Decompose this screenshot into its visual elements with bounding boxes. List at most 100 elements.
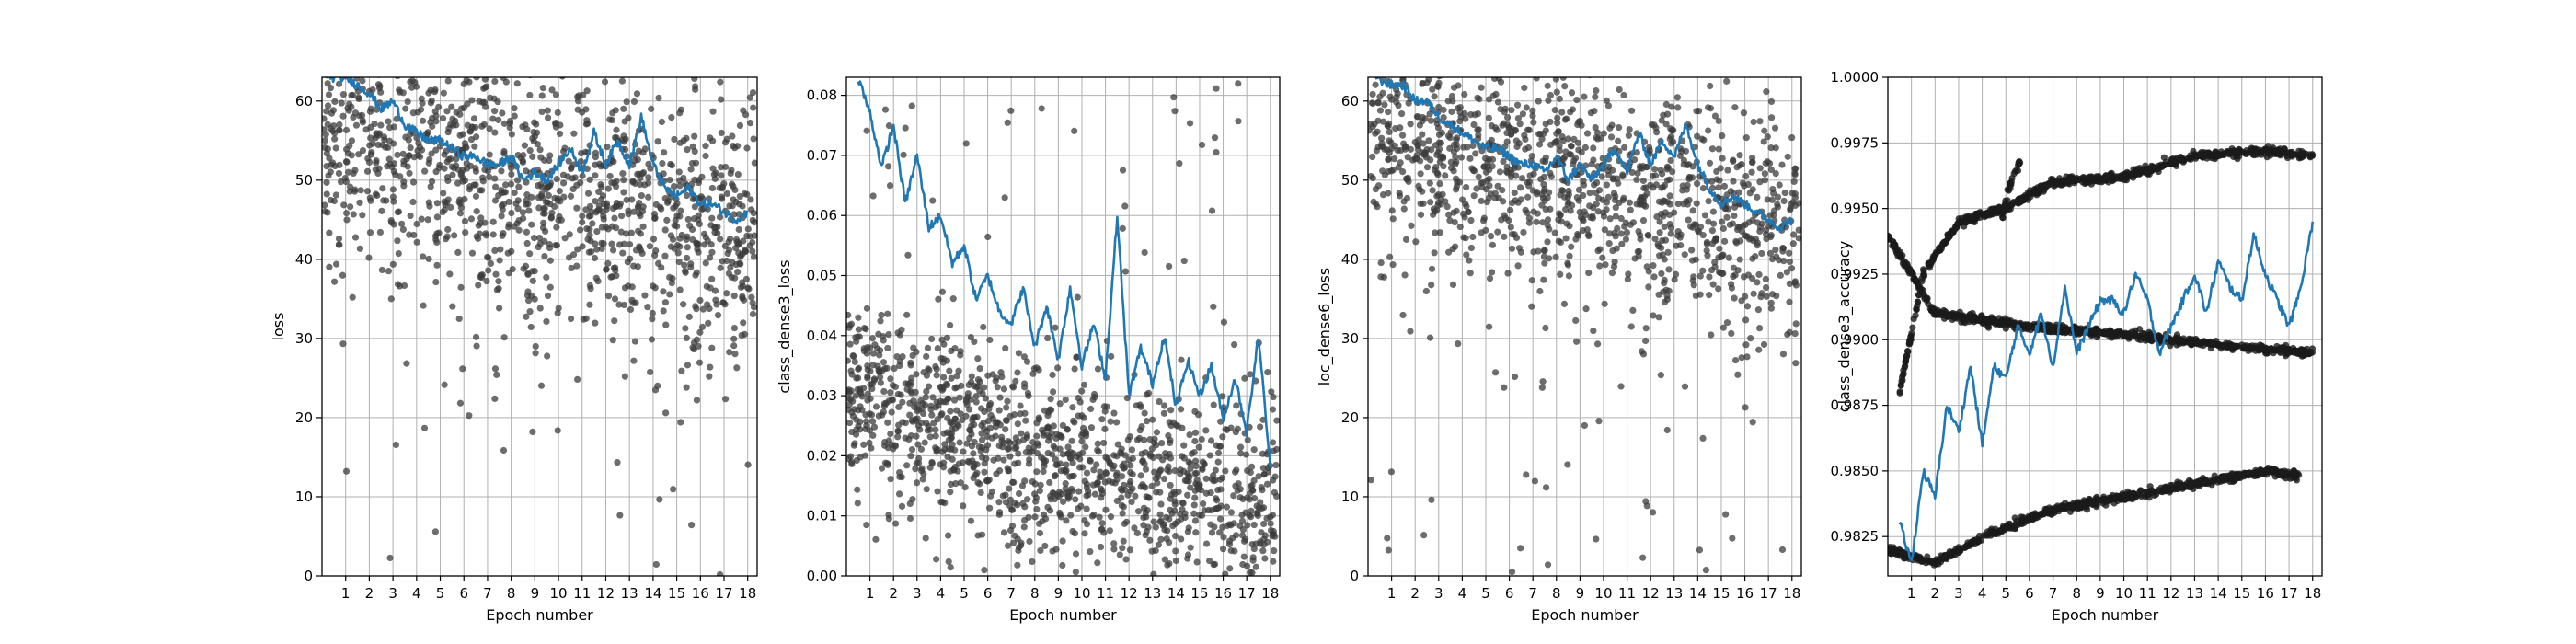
data-point bbox=[630, 98, 638, 106]
data-point bbox=[511, 189, 518, 197]
data-point bbox=[1719, 155, 1726, 162]
data-point bbox=[1617, 214, 1625, 223]
data-point bbox=[990, 456, 997, 464]
data-point bbox=[1654, 240, 1662, 247]
data-point bbox=[1374, 128, 1381, 135]
x-tick-label: 17 bbox=[1238, 585, 1256, 602]
data-point bbox=[1522, 145, 1529, 153]
data-point bbox=[671, 135, 678, 144]
data-point bbox=[967, 517, 975, 524]
data-point bbox=[1444, 98, 1452, 105]
data-point bbox=[962, 140, 970, 147]
data-point bbox=[1176, 159, 1183, 167]
data-point bbox=[1689, 207, 1696, 214]
x-tick-label: 8 bbox=[1030, 585, 1040, 602]
data-point bbox=[928, 335, 936, 343]
data-point bbox=[1761, 177, 1769, 184]
data-point bbox=[661, 149, 668, 156]
data-point bbox=[1933, 308, 1940, 316]
data-point bbox=[1247, 371, 1254, 378]
data-point bbox=[1791, 190, 1799, 198]
data-point bbox=[881, 365, 889, 373]
data-point bbox=[537, 382, 546, 389]
data-point bbox=[683, 254, 691, 262]
data-point bbox=[386, 124, 394, 132]
data-point bbox=[919, 399, 926, 408]
data-point bbox=[323, 190, 330, 198]
data-point bbox=[978, 436, 986, 443]
data-point bbox=[1373, 147, 1380, 155]
data-point bbox=[1242, 451, 1250, 458]
y-tick-label: 0.00 bbox=[807, 568, 837, 584]
data-point bbox=[541, 252, 548, 260]
data-point bbox=[949, 295, 957, 303]
data-point bbox=[1116, 551, 1123, 558]
data-point bbox=[1960, 316, 1967, 324]
data-point bbox=[1762, 284, 1770, 292]
data-point bbox=[583, 117, 591, 124]
data-point bbox=[565, 157, 572, 165]
data-point bbox=[1475, 135, 1482, 143]
data-point bbox=[322, 201, 328, 209]
data-point bbox=[1639, 554, 1647, 561]
data-point bbox=[345, 168, 352, 176]
data-point bbox=[1448, 108, 1455, 115]
data-point bbox=[611, 295, 619, 303]
data-point bbox=[1136, 427, 1144, 434]
data-point bbox=[1049, 489, 1057, 497]
data-point bbox=[2132, 331, 2139, 339]
data-point bbox=[1105, 457, 1113, 466]
data-point bbox=[1538, 384, 1546, 391]
data-point bbox=[1187, 484, 1194, 491]
x-tick-label: 7 bbox=[1528, 585, 1537, 602]
data-point bbox=[554, 427, 561, 434]
data-point bbox=[1614, 224, 1621, 232]
data-point bbox=[359, 77, 366, 85]
data-point bbox=[1590, 181, 1598, 189]
data-point bbox=[327, 168, 334, 176]
data-point bbox=[1570, 135, 1578, 144]
data-point bbox=[861, 452, 869, 459]
data-point bbox=[1740, 109, 1747, 117]
data-point bbox=[584, 190, 592, 197]
data-point bbox=[598, 183, 605, 190]
data-point bbox=[1738, 354, 1745, 362]
data-point bbox=[1556, 95, 1563, 102]
data-point bbox=[1068, 473, 1075, 480]
x-tick-label: 5 bbox=[436, 585, 445, 602]
data-point bbox=[1554, 120, 1561, 127]
data-point bbox=[1696, 272, 1704, 280]
data-point bbox=[1413, 113, 1421, 121]
data-point bbox=[941, 500, 949, 507]
data-point bbox=[367, 134, 374, 142]
data-point bbox=[1113, 453, 1121, 460]
data-point bbox=[1108, 352, 1115, 360]
data-point bbox=[1376, 93, 1384, 100]
data-point bbox=[675, 168, 683, 176]
data-point bbox=[1142, 466, 1150, 473]
data-point bbox=[1795, 226, 1801, 234]
data-point bbox=[452, 162, 460, 169]
data-point bbox=[1445, 211, 1453, 218]
data-point bbox=[866, 439, 873, 447]
data-point bbox=[1474, 126, 1481, 133]
data-point bbox=[491, 365, 500, 373]
data-point bbox=[432, 118, 440, 125]
data-point bbox=[343, 210, 351, 217]
data-point bbox=[1676, 152, 1684, 159]
data-point bbox=[1167, 481, 1174, 489]
data-point bbox=[1190, 448, 1198, 456]
data-point bbox=[667, 232, 674, 239]
data-point bbox=[1071, 419, 1078, 426]
data-point bbox=[730, 143, 737, 150]
data-point bbox=[538, 184, 546, 191]
data-point bbox=[1494, 182, 1501, 190]
data-point bbox=[749, 310, 757, 318]
x-tick-label: 16 bbox=[1736, 585, 1754, 602]
data-point bbox=[1504, 270, 1512, 277]
data-point bbox=[397, 220, 406, 227]
data-point bbox=[1719, 224, 1727, 233]
data-point bbox=[1661, 280, 1668, 287]
data-point bbox=[1516, 121, 1524, 128]
